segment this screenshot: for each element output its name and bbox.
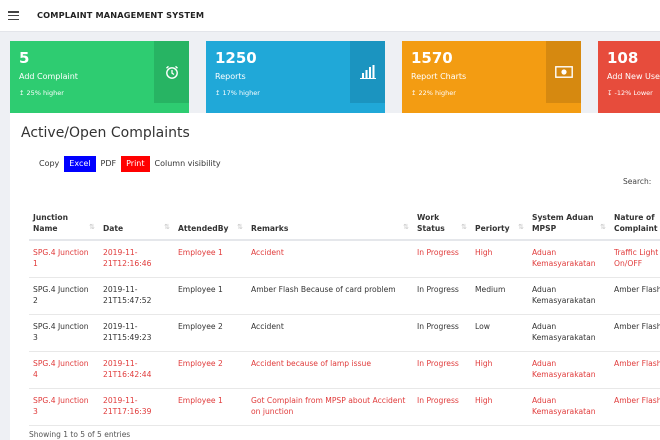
table-cell: Employee 2 [174,314,247,352]
bar-chart-icon [350,41,385,103]
table-cell: SPG.4 Junction 4 [29,351,99,389]
table-cell: SPG.4 Junction 3 [29,314,99,352]
complaints-table: Junction Name ⇅ Date ⇅ AttendedBy ⇅ Remarks… [29,202,660,426]
table-cell: Employee 1 [174,388,247,426]
hamburger-menu-icon[interactable] [8,11,19,21]
table-cell: 2019-11-21T16:42:44 [99,351,174,389]
complaints-panel: Active/Open Complaints Copy Excel PDF Pr… [10,113,660,440]
table-row[interactable]: SPG.4 Junction 4 2019-11-21T16:42:44 Emp… [29,351,660,389]
table-cell: Low [471,314,528,352]
table-cell: Medium [471,277,528,315]
table-cell: 2019-11-21T15:47:52 [99,277,174,315]
table-cell: Traffic Light On/OFF [610,240,660,278]
card-label: Add New User [607,72,660,81]
column-visibility-button[interactable]: Column visibility [154,159,221,168]
table-cell: SPG.4 Junction 2 [29,277,99,315]
table-cell: Amber Flash [610,314,660,352]
table-cell: Accident because of lamp issue [247,351,413,389]
sort-icon: ⇅ [518,223,524,231]
table-cell: Amber Flash [610,277,660,315]
copy-button[interactable]: Copy [39,159,60,168]
export-buttons: Copy Excel PDF Print Column visibility [34,156,226,172]
table-cell: Aduan Kemasyarakatan [528,351,610,389]
column-header[interactable]: Nature of Complaint [610,202,660,241]
table-cell: Employee 2 [174,351,247,389]
table-cell: Aduan Kemasyarakatan [528,277,610,315]
pdf-button[interactable]: PDF [100,159,117,168]
search-label: Search: [623,177,652,186]
sort-icon: ⇅ [164,223,170,231]
table-cell: In Progress [413,240,471,278]
column-header[interactable]: Remarks ⇅ [247,202,413,241]
table-row[interactable]: SPG.4 Junction 2 2019-11-21T15:47:52 Emp… [29,277,660,315]
table-cell: High [471,351,528,389]
table-cell: Accident [247,314,413,352]
card-label: Report Charts [411,72,467,81]
money-icon [546,41,581,103]
table-cell: Employee 1 [174,240,247,278]
table-cell: Amber Flash [610,351,660,389]
card-value: 108 [607,49,639,67]
card-label: Reports [215,72,246,81]
table-cell: Accident [247,240,413,278]
table-header-row: Junction Name ⇅ Date ⇅ AttendedBy ⇅ Remarks… [29,202,660,241]
column-header[interactable]: Work Status ⇅ [413,202,471,241]
card-label: Add Complaint [19,72,78,81]
sort-icon: ⇅ [600,223,606,231]
print-button[interactable]: Print [121,156,150,172]
table-cell: In Progress [413,351,471,389]
sort-icon: ⇅ [403,223,409,231]
table-cell: Employee 1 [174,277,247,315]
table-cell: In Progress [413,277,471,315]
column-header[interactable]: Junction Name ⇅ [29,202,99,241]
sort-icon: ⇅ [237,223,243,231]
table-info: Showing 1 to 5 of 5 entries [29,430,131,439]
card-trend: ↥ 17% higher [215,89,260,97]
top-navbar: COMPLAINT MANAGEMENT SYSTEM [0,0,660,32]
table-cell: High [471,240,528,278]
table-cell: Aduan Kemasyarakatan [528,240,610,278]
table-cell: Aduan Kemasyarakatan [528,314,610,352]
card-trend: ↥ 22% higher [411,89,456,97]
table-row[interactable]: SPG.4 Junction 3 2019-11-21T15:49:23 Emp… [29,314,660,352]
table-cell: SPG.4 Junction 1 [29,240,99,278]
table-row[interactable]: SPG.4 Junction 3 2019-11-21T17:16:39 Emp… [29,388,660,426]
card-value: 5 [19,49,30,67]
table-cell: Got Complain from MPSP about Accident on… [247,388,413,426]
alarm-clock-icon [154,41,189,103]
table-cell: 2019-11-21T15:49:23 [99,314,174,352]
table-row[interactable]: SPG.4 Junction 1 2019-11-21T12:16:46 Emp… [29,240,660,278]
column-header[interactable]: System Aduan MPSP ⇅ [528,202,610,241]
card-trend: ↧ -12% Lower [607,89,653,97]
app-title: COMPLAINT MANAGEMENT SYSTEM [37,10,205,20]
table-cell: Amber Flash Because of card problem [247,277,413,315]
card-trend: ↥ 25% higher [19,89,64,97]
column-header[interactable]: AttendedBy ⇅ [174,202,247,241]
table-cell: Aduan Kemasyarakatan [528,388,610,426]
card-value: 1570 [411,49,453,67]
table-cell: In Progress [413,388,471,426]
table-cell: Amber Flash [610,388,660,426]
excel-button[interactable]: Excel [64,156,96,172]
table-cell: High [471,388,528,426]
table-cell: SPG.4 Junction 3 [29,388,99,426]
table-cell: In Progress [413,314,471,352]
sort-icon: ⇅ [89,223,95,231]
card-value: 1250 [215,49,257,67]
table-cell: 2019-11-21T17:16:39 [99,388,174,426]
column-header[interactable]: Periorty ⇅ [471,202,528,241]
table-cell: 2019-11-21T12:16:46 [99,240,174,278]
sort-icon: ⇅ [461,223,467,231]
column-header[interactable]: Date ⇅ [99,202,174,241]
panel-title: Active/Open Complaints [21,125,190,141]
